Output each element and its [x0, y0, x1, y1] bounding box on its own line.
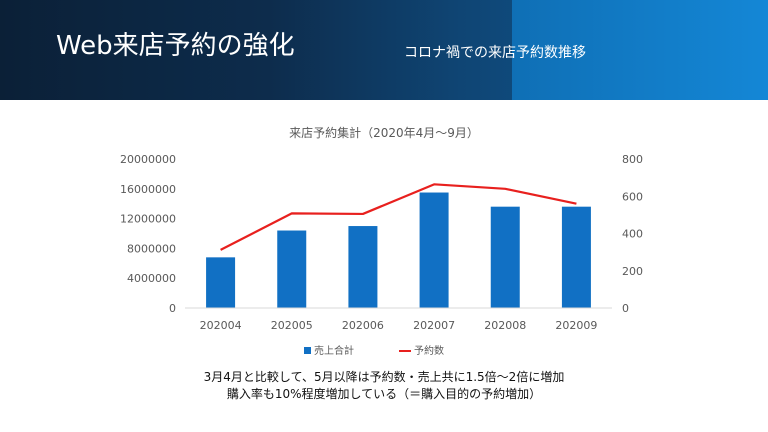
- right-tick-label: 800: [622, 153, 643, 166]
- legend-bar-label: 売上合計: [314, 344, 354, 357]
- bar: [206, 257, 236, 308]
- right-tick-label: 600: [622, 190, 643, 203]
- left-tick-label: 4000000: [127, 272, 176, 285]
- bar: [277, 230, 307, 308]
- right-axis-ticks: 0 200 400 600 800: [622, 153, 643, 315]
- right-tick-label: 0: [622, 302, 629, 315]
- bar: [348, 226, 378, 308]
- x-tick-label: 202008: [484, 319, 526, 332]
- note-line-1: 3月4月と比較して、5月以降は予約数・売上共に1.5倍～2倍に増加: [203, 370, 565, 384]
- bar: [561, 206, 591, 308]
- right-tick-label: 400: [622, 228, 643, 241]
- bar: [490, 206, 520, 308]
- legend: 売上合計 予約数: [304, 344, 444, 357]
- title-banner: Web来店予約の強化 コロナ禍での来店予約数推移: [0, 0, 768, 100]
- left-tick-label: 12000000: [120, 213, 176, 226]
- left-axis-ticks: 0 4000000 8000000 12000000 16000000 20000000: [120, 153, 176, 315]
- x-tick-label: 202009: [555, 319, 597, 332]
- x-tick-label: 202004: [200, 319, 242, 332]
- bar-series: [206, 192, 591, 308]
- right-tick-label: 200: [622, 265, 643, 278]
- bar: [419, 192, 449, 308]
- x-tick-label: 202005: [271, 319, 313, 332]
- note-line-2: 購入率も10%程度増加している（＝購入目的の予約増加）: [226, 387, 542, 401]
- x-tick-label: 202007: [413, 319, 455, 332]
- left-tick-label: 0: [169, 302, 176, 315]
- x-tick-label: 202006: [342, 319, 384, 332]
- legend-bar-swatch: [304, 347, 311, 354]
- line-series: [220, 183, 577, 251]
- slide-title: Web来店予約の強化: [56, 31, 295, 61]
- banner-accent: [512, 0, 768, 100]
- x-axis-labels: 202004 202005 202006 202007 202008 202009: [200, 319, 598, 332]
- left-tick-label: 16000000: [120, 183, 176, 196]
- slide-subtitle: コロナ禍での来店予約数推移: [404, 45, 586, 61]
- chart-title: 来店予約集計（2020年4月～9月）: [289, 125, 479, 140]
- left-tick-label: 8000000: [127, 242, 176, 255]
- left-tick-label: 20000000: [120, 153, 176, 166]
- legend-line-label: 予約数: [414, 344, 444, 357]
